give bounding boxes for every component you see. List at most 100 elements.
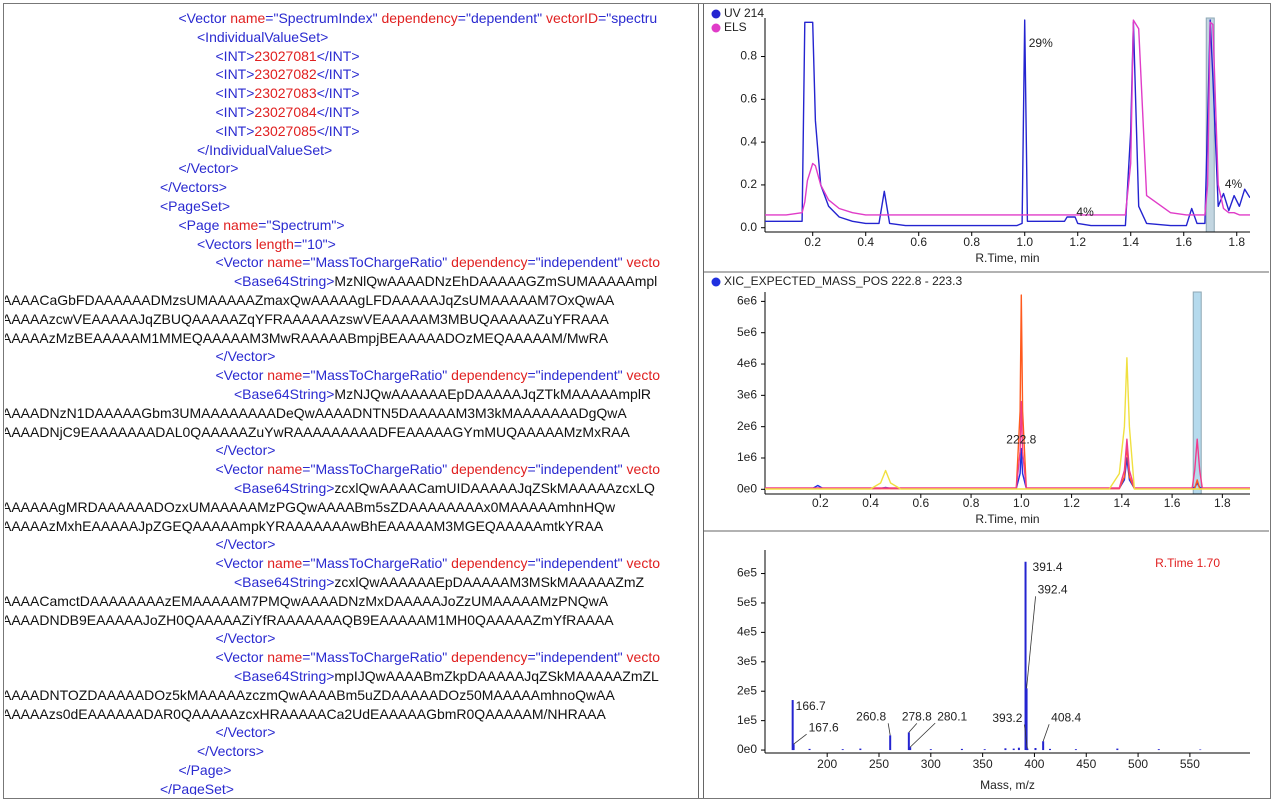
xml-token: <INT> (215, 85, 255, 102)
xml-line: <INT>23027081</INT> (216, 47, 360, 65)
xml-token: 23027083 (254, 85, 317, 102)
xml-token: = (258, 216, 267, 233)
xml-token: = (293, 235, 303, 252)
xml-token: > (336, 216, 345, 233)
x-tick-label: 1.4 (1122, 235, 1139, 249)
xml-line: AAAACamctDAAAAAAAAzEMAAAAAM7PMQwAAAADNzM… (5, 592, 608, 610)
xml-token: </INT> (316, 66, 360, 83)
annotation: 4% (1076, 205, 1094, 219)
y-tick-label: 4e6 (737, 356, 757, 370)
xml-token: <Base64String> (234, 480, 335, 496)
xml-token: name (219, 216, 259, 233)
xml-token: "spectru (606, 10, 658, 26)
xml-token: </Vector> (215, 536, 276, 553)
xml-token: = (265, 10, 274, 26)
xml-token: "MassToChargeRatio" (310, 461, 448, 478)
xml-token: MzNlQwAAAADNzEhDAAAAAGZmSUMAAAAAmpl (334, 273, 658, 290)
x-axis-label: R.Time, min (975, 251, 1039, 265)
xml-token: name (263, 649, 303, 666)
xml-line: <INT>23027083</INT> (216, 84, 360, 102)
xml-token: AAAAAzMxhEAAAAAJpZGEQAAAAAmpkYRAAAAAAAwB… (5, 517, 604, 534)
xml-line: <Vector name="MassToChargeRatio" depende… (216, 366, 661, 384)
xml-token: vecto (622, 367, 661, 384)
y-tick-label: 0.2 (740, 177, 757, 191)
xml-token: AAAADNjC9EAAAAAAADAL0QAAAAAZuYwRAAAAAAAA… (5, 423, 630, 440)
x-tick-label: 0.6 (912, 496, 929, 510)
xml-token: = (457, 10, 466, 26)
xml-line: </Vectors> (197, 742, 264, 760)
splitter (703, 4, 704, 798)
xml-token: AAAADNDB9EAAAAAJoZH0QAAAAAZiYfRAAAAAAAQB… (5, 611, 614, 628)
xml-token: = (302, 555, 311, 572)
xml-line: <Vector name="SpectrumIndex" dependency=… (179, 9, 658, 27)
xml-token: name (263, 461, 303, 478)
xml-token: AAAACamctDAAAAAAAAzEMAAAAAM7PMQwAAAADNzM… (5, 592, 609, 609)
peak-label: 392.4 (1038, 582, 1068, 596)
y-tick-label: 1e6 (737, 450, 757, 464)
xml-token: "MassToChargeRatio" (310, 649, 448, 666)
xml-token: <Page (178, 216, 220, 233)
xml-token: </Vector> (215, 630, 276, 647)
xml-line: AAAAAzMzBEAAAAAM1MMEQAAAAAM3MwRAAAAABmpj… (5, 329, 608, 347)
label-leader (1024, 724, 1028, 749)
label-leader (908, 723, 918, 733)
annotation: 4% (1225, 177, 1243, 191)
xml-token: vecto (622, 649, 661, 666)
xml-token: </INT> (316, 85, 360, 102)
xml-line: AAAAAzs0dEAAAAAADAR0QAAAAAzcxHRAAAAACa2U… (5, 705, 606, 723)
xml-line: <INT>23027085</INT> (216, 122, 360, 140)
xml-token: = (527, 649, 536, 666)
xml-token: length (251, 235, 294, 252)
xml-token: "Spectrum" (266, 216, 337, 233)
xml-token: AAAADNTOZDAAAAADOz5kMAAAAAzczmQwAAAABm5u… (5, 686, 615, 703)
xml-token: </Vector> (178, 160, 239, 177)
annotation: 29% (1029, 36, 1053, 50)
plot-area (765, 19, 1250, 227)
x-tick-label: 250 (869, 757, 889, 771)
xml-token: = (598, 10, 607, 26)
xml-token: = (302, 367, 311, 384)
xml-token: "independent" (535, 461, 623, 478)
xml-token: name (226, 10, 266, 26)
xml-line: </Page> (179, 761, 232, 779)
xml-token: name (263, 367, 303, 384)
xml-token: </Vector> (215, 724, 276, 741)
xml-line: <Vector name="MassToChargeRatio" depende… (216, 554, 661, 572)
xml-token: vectorID (542, 10, 599, 26)
xml-line: <INT>23027084</INT> (216, 103, 360, 121)
xml-line: </Vector> (216, 629, 276, 647)
y-tick-label: 0e0 (737, 481, 757, 495)
trace (765, 19, 1250, 216)
peak-label: 391.4 (1033, 560, 1063, 574)
xml-line: AAAADNzN1DAAAAAGbm3UMAAAAAAAADeQwAAAADNT… (5, 404, 627, 422)
peak-label: 280.1 (937, 709, 967, 723)
peak-label: 278.8 (902, 710, 932, 724)
x-tick-label: 550 (1180, 757, 1200, 771)
trace (765, 357, 1250, 490)
xml-token: = (527, 367, 536, 384)
xml-line: AAAAAzcwVEAAAAAJqZBUQAAAAAZqYFRAAAAAAzsw… (5, 310, 609, 328)
xml-token: <INT> (215, 47, 255, 64)
x-tick-label: 1.6 (1175, 235, 1192, 249)
xml-token: vecto (622, 254, 661, 271)
label-leader (1026, 596, 1036, 689)
xml-line: <Base64String>zcxlQwAAAAAAEpDAAAAAM3MSkM… (234, 573, 644, 591)
xml-line: AAAADNTOZDAAAAADOz5kMAAAAAzczmQwAAAABm5u… (5, 686, 615, 704)
y-tick-label: 3e6 (737, 388, 757, 402)
xml-token: vecto (622, 555, 661, 572)
y-tick-label: 2e5 (737, 683, 757, 697)
xml-token: "independent" (535, 555, 623, 572)
x-tick-label: 0.8 (963, 235, 980, 249)
xml-line: </Vector> (216, 723, 276, 741)
xml-token: <INT> (215, 122, 255, 139)
xml-token: <Base64String> (234, 668, 335, 684)
y-tick-label: 0e0 (737, 742, 757, 756)
xml-token: </Page> (178, 762, 232, 778)
y-tick-label: 0.0 (740, 220, 757, 234)
xml-token: vecto (622, 461, 661, 478)
xml-token: </INT> (316, 47, 360, 64)
trace (765, 294, 1250, 490)
xml-token: <INT> (215, 104, 255, 120)
peak-label: 260.8 (856, 710, 886, 724)
